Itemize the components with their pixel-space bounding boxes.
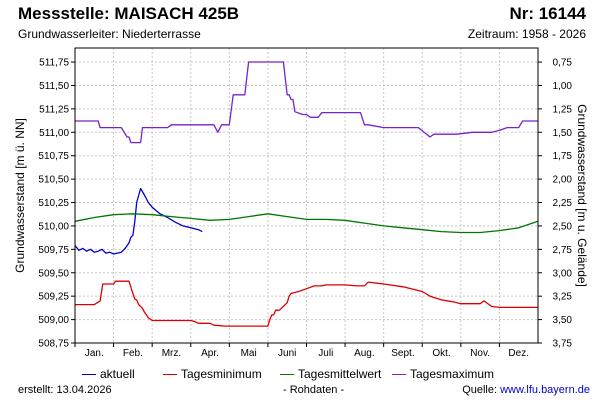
chart-grid — [75, 48, 538, 344]
legend-swatch-tagesmaximum — [392, 374, 406, 376]
x-tick-label: Juli — [318, 348, 333, 359]
legend-swatch-aktuell — [82, 374, 96, 376]
x-tick-label: Juni — [278, 348, 296, 359]
raw-data-note: - Rohdaten - — [283, 384, 345, 396]
y-axis-title: Grundwasserstand [m ü. NN] — [13, 118, 27, 273]
legend-label-tagesmaximum: Tagesmaximum — [410, 367, 495, 381]
legend-label-tagesminimum: Tagesminimum — [181, 367, 262, 381]
station-title: Messstelle: MAISACH 425B — [18, 4, 240, 23]
y2-tick-label: 3,50 — [553, 315, 573, 326]
x-axis-ticks: Jan. Feb. Mrz. Apr. Mai Juni Juli Aug. Sept. Okt.… — [74, 343, 529, 359]
legend-item-aktuell: aktuell — [82, 366, 135, 382]
y2-tick-label: 2,00 — [553, 175, 573, 186]
legend-label-aktuell: aktuell — [100, 367, 135, 381]
y-tick-label: 510,50 — [38, 175, 69, 186]
chart-legend: aktuell Tagesminimum Tagesmittelwert Tag… — [0, 366, 600, 382]
chart-series-lines — [74, 61, 539, 327]
x-tick-label: Aug. — [354, 348, 375, 359]
x-tick-label: Dez. — [508, 348, 529, 359]
y-tick-label: 511,00 — [39, 128, 69, 139]
legend-label-tagesmittelwert: Tagesmittelwert — [298, 367, 382, 381]
y2-tick-label: 1,50 — [553, 128, 573, 139]
y2-tick-label: 0,75 — [553, 58, 573, 69]
x-tick-label: Feb. — [123, 348, 143, 359]
y2-tick-label: 3,00 — [553, 268, 573, 279]
y-tick-label: 511,75 — [39, 58, 69, 69]
series-line-aktuell — [74, 187, 203, 255]
y-tick-label: 511,25 — [39, 104, 69, 115]
period-label: Zeitraum: 1958 - 2026 — [467, 27, 586, 41]
created-date: erstellt: 13.04.2026 — [18, 384, 112, 396]
y-tick-label: 511,50 — [39, 81, 69, 92]
x-tick-label: Sept. — [391, 348, 414, 359]
series-line-max — [75, 61, 538, 144]
x-tick-label: Apr. — [201, 348, 219, 359]
x-tick-label: Nov. — [470, 348, 490, 359]
y-tick-label: 509,00 — [38, 315, 69, 326]
y-tick-label: 509,50 — [38, 268, 69, 279]
station-number: Nr: 16144 — [509, 4, 586, 23]
x-tick-label: Okt. — [432, 348, 450, 359]
x-tick-label: Mai — [241, 348, 257, 359]
legend-item-tagesmaximum: Tagesmaximum — [392, 366, 494, 382]
y2-tick-label: 2,50 — [553, 221, 573, 232]
series-line-mean — [74, 213, 539, 234]
y-axis-ticks: 508,75 509,00 509,25 509,50 509,75 510,00 510,… — [38, 58, 75, 350]
y2-tick-label: 3,25 — [553, 292, 573, 303]
y2-tick-label: 2,25 — [553, 198, 573, 209]
y2-tick-label: 3,75 — [553, 339, 573, 350]
y-tick-label: 510,75 — [38, 151, 69, 162]
source-link[interactable]: www.lfu.bayern.de — [500, 384, 590, 396]
x-tick-label: Mrz. — [162, 348, 181, 359]
y2-tick-label: 1,75 — [553, 151, 573, 162]
x-tick-label: Jan. — [85, 348, 104, 359]
y2-tick-label: 1,25 — [553, 104, 573, 115]
y2-tick-label: 1,00 — [553, 81, 573, 92]
legend-item-tagesminimum: Tagesminimum — [163, 366, 262, 382]
legend-swatch-tagesminimum — [163, 374, 177, 376]
y-tick-label: 508,75 — [38, 339, 69, 350]
y-tick-label: 510,25 — [38, 198, 69, 209]
groundwater-chart: 508,75 509,00 509,25 509,50 509,75 510,00 510,… — [13, 47, 589, 359]
y2-tick-label: 2,75 — [553, 245, 573, 256]
aquifer-label: Grundwasserleiter: Niederterrasse — [18, 27, 201, 41]
source-label: Quelle: — [462, 384, 501, 396]
legend-swatch-tagesmittelwert — [280, 374, 294, 376]
y-tick-label: 510,00 — [38, 221, 69, 232]
series-line-min — [75, 280, 538, 327]
y-tick-label: 509,75 — [38, 245, 69, 256]
y2-axis-title: Grundwasserstand [m u. Gelände] — [575, 104, 589, 287]
y2-axis-ticks: 0,75 1,00 1,25 1,50 1,75 2,00 2,25 2,50 2,75 3,00… — [538, 58, 572, 350]
legend-item-tagesmittelwert: Tagesmittelwert — [280, 366, 381, 382]
source-note: Quelle: www.lfu.bayern.de — [462, 384, 590, 396]
y-tick-label: 509,25 — [38, 292, 69, 303]
